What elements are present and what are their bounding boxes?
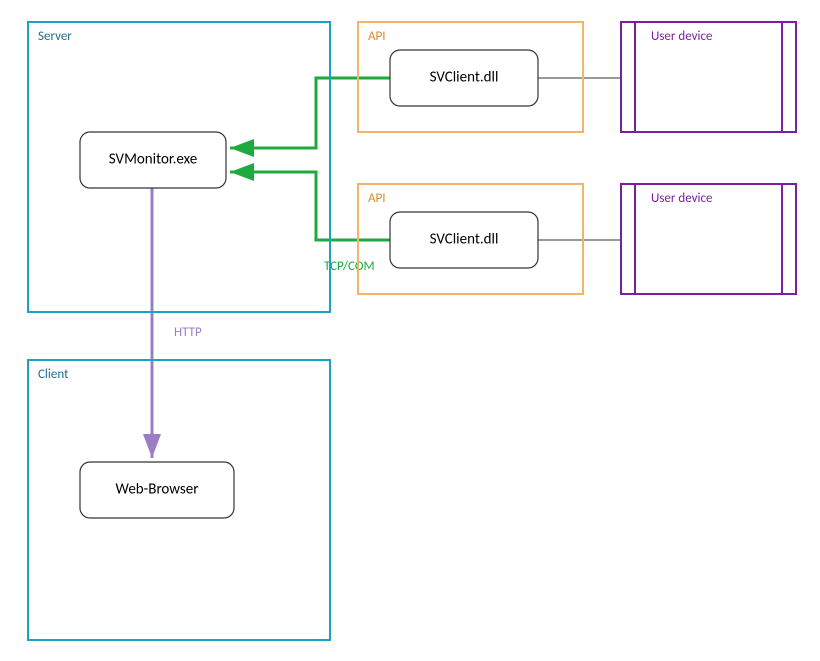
edge-tcp1 (230, 78, 390, 148)
container-label-client: Client (38, 367, 69, 382)
container-label-device2: User device (651, 191, 712, 206)
node-label-svclient1: SVClient.dll (430, 69, 499, 87)
edge-tcp2 (230, 172, 390, 240)
container-label-api2: API (368, 191, 386, 206)
edge-label-http: HTTP (174, 325, 202, 340)
edge-label-tcp2: TCP/COM (324, 259, 375, 274)
container-label-server: Server (38, 29, 72, 44)
node-label-svmonitor: SVMonitor.exe (109, 151, 197, 169)
node-label-webbrowser: Web-Browser (116, 481, 199, 499)
container-label-device1: User device (651, 29, 712, 44)
node-label-svclient2: SVClient.dll (430, 231, 499, 249)
container-label-api1: API (368, 29, 386, 44)
